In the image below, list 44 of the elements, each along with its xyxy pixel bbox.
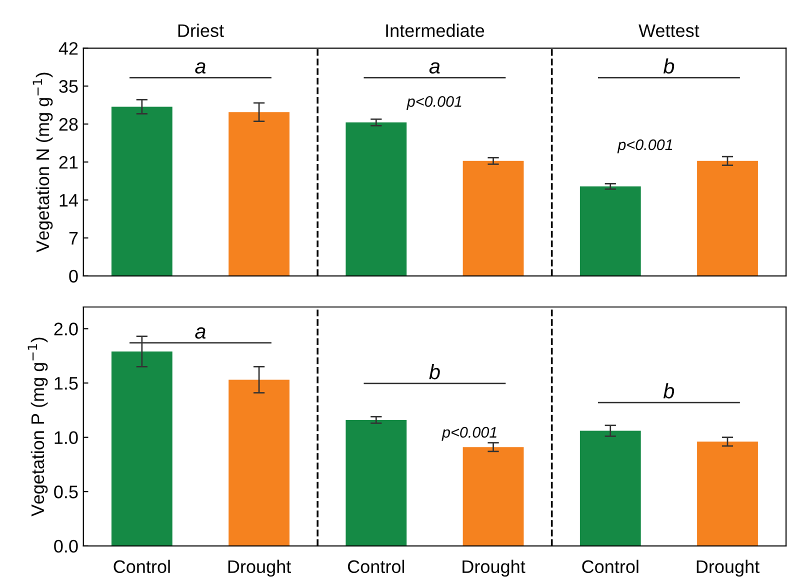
- bar: [580, 430, 641, 546]
- annotation: p<0.001: [617, 139, 672, 154]
- annotation: b: [429, 364, 440, 380]
- y-tick-label: 1.5: [54, 377, 78, 390]
- y-tick-label: 21: [59, 156, 78, 169]
- bar: [111, 352, 172, 546]
- y-tick-label: 0: [69, 270, 78, 283]
- text: Driest: [178, 24, 224, 38]
- y-tick-label: 0.5: [54, 486, 78, 498]
- y-tick-label: 42: [58, 42, 78, 55]
- bar: [228, 380, 290, 546]
- bar: [111, 106, 172, 276]
- annotation: a: [195, 62, 206, 74]
- annotation: a: [429, 62, 440, 74]
- x-tick-label: Drought: [462, 560, 526, 577]
- y-axis-title: Vegetation N (mg g$^{−1}$): [32, 72, 53, 252]
- y-tick-label: 14: [60, 194, 78, 207]
- bar: [228, 112, 290, 276]
- y-tick-label: 28: [59, 118, 78, 131]
- y-tick-label: 0.0: [54, 540, 78, 553]
- x-tick-label: Control: [582, 560, 638, 574]
- y-tick-label: 35: [59, 80, 78, 93]
- annotation: b: [663, 58, 674, 74]
- text: Wettest: [638, 24, 700, 38]
- annotation: b: [663, 383, 674, 398]
- y-tick-label: 1.0: [54, 431, 78, 444]
- bar: [462, 447, 524, 546]
- annotation: a: [195, 327, 206, 339]
- text: Intermediate: [386, 24, 484, 38]
- bar: [697, 442, 758, 546]
- annotation: p<0.001: [406, 96, 462, 110]
- bar: [580, 186, 641, 276]
- x-tick-label: Drought: [696, 560, 760, 577]
- annotation: p<0.001: [442, 426, 496, 441]
- bar: [462, 160, 524, 276]
- bar: [346, 122, 407, 276]
- x-tick-label: Control: [348, 560, 404, 574]
- bar: [697, 160, 758, 276]
- x-tick-label: Drought: [228, 560, 292, 577]
- y-axis-title: Vegetation P (mg g$^{−1}$): [28, 338, 48, 516]
- x-tick-label: Control: [114, 560, 170, 574]
- y-tick-label: 2.0: [54, 322, 78, 336]
- bar: [346, 420, 407, 546]
- y-tick-label: 7: [69, 232, 78, 244]
